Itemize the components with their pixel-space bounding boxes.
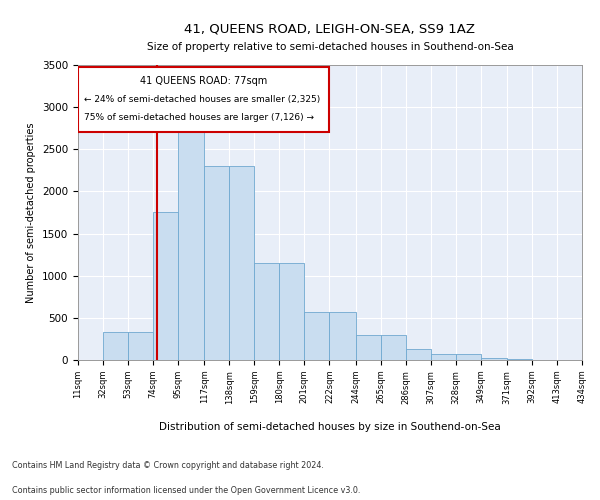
Y-axis label: Number of semi-detached properties: Number of semi-detached properties	[26, 122, 37, 302]
Text: ← 24% of semi-detached houses are smaller (2,325): ← 24% of semi-detached houses are smalle…	[84, 95, 320, 104]
Bar	[178, 107, 204, 360]
Text: 41, QUEENS ROAD, LEIGH-ON-SEA, SS9 1AZ: 41, QUEENS ROAD, LEIGH-ON-SEA, SS9 1AZ	[185, 22, 476, 36]
Text: Distribution of semi-detached houses by size in Southend-on-Sea: Distribution of semi-detached houses by …	[159, 422, 501, 432]
Bar	[78, 66, 329, 132]
Bar	[128, 332, 153, 360]
Bar	[329, 312, 356, 360]
Text: 75% of semi-detached houses are larger (7,126) →: 75% of semi-detached houses are larger (…	[84, 114, 314, 122]
Bar	[481, 358, 507, 360]
Bar	[304, 312, 329, 360]
Bar	[380, 335, 406, 360]
Text: Contains HM Land Registry data © Crown copyright and database right 2024.: Contains HM Land Registry data © Crown c…	[12, 461, 324, 470]
Bar	[153, 212, 178, 360]
Bar	[229, 166, 254, 360]
Text: Size of property relative to semi-detached houses in Southend-on-Sea: Size of property relative to semi-detach…	[146, 42, 514, 52]
Bar	[356, 335, 380, 360]
Bar	[204, 166, 229, 360]
Bar	[280, 263, 304, 360]
Bar	[406, 349, 431, 360]
Text: 41 QUEENS ROAD: 77sqm: 41 QUEENS ROAD: 77sqm	[140, 76, 268, 86]
Bar	[431, 354, 456, 360]
Text: Contains public sector information licensed under the Open Government Licence v3: Contains public sector information licen…	[12, 486, 361, 495]
Bar	[103, 332, 128, 360]
Bar	[456, 354, 481, 360]
Bar	[254, 263, 280, 360]
